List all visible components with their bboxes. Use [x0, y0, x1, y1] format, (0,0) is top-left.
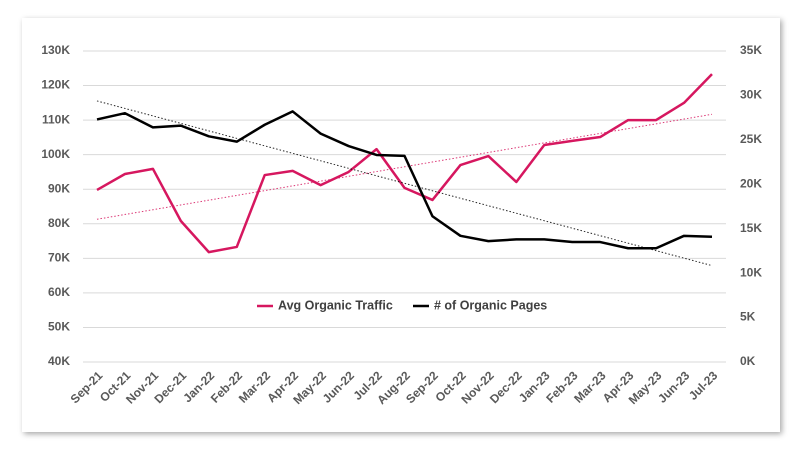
y-tick-label: 110K — [42, 112, 70, 126]
trendline — [96, 100, 713, 267]
legend-label: # of Organic Pages — [434, 298, 547, 312]
legend-label: Avg Organic Traffic — [278, 298, 393, 312]
y2-tick-label: 35K — [740, 43, 762, 57]
y-tick-label: 50K — [48, 320, 70, 334]
y-tick-label: 90K — [48, 181, 70, 195]
y2-tick-label: 5K — [740, 310, 756, 324]
y-tick-label: 120K — [41, 78, 70, 92]
y-tick-label: 130K — [41, 43, 70, 57]
chart-frame — [22, 18, 780, 432]
y-tick-label: 100K — [41, 147, 70, 161]
trendline — [96, 113, 713, 220]
y2-tick-label: 30K — [740, 88, 762, 102]
y2-tick-label: 15K — [740, 221, 762, 235]
y-tick-label: 40K — [48, 354, 70, 368]
series-line — [96, 110, 713, 250]
y-tick-label: 60K — [48, 285, 70, 299]
y-tick-label: 80K — [48, 216, 70, 230]
series-line — [96, 73, 713, 254]
y2-tick-label: 20K — [740, 176, 762, 190]
y2-tick-label: 10K — [740, 265, 762, 279]
y2-tick-label: 25K — [740, 132, 762, 146]
y-tick-label: 70K — [48, 251, 70, 265]
y2-tick-label: 0K — [740, 354, 756, 368]
